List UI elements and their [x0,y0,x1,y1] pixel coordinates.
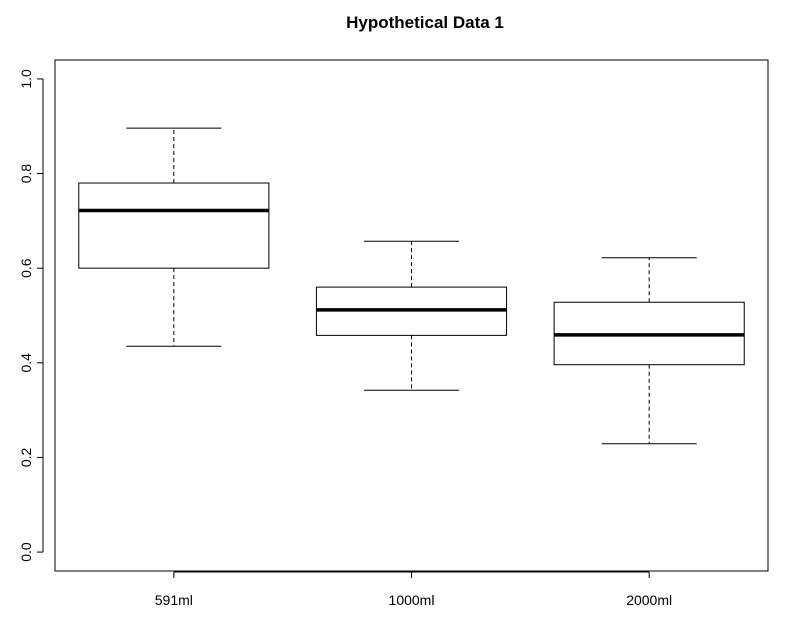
chart-title: Hypothetical Data 1 [346,13,504,32]
box-iqr [78,182,270,269]
plot-frame [54,59,769,572]
x-tick-label: 2000ml [626,592,672,608]
x-tick-label: 1000ml [389,592,435,608]
y-axis: 0.0 0.2 0.4 0.6 0.8 1.0 [18,69,44,562]
box-group [78,127,270,347]
y-tick-label: 1.0 [18,69,34,89]
y-tick-label: 0.8 [18,164,34,184]
box-group [315,240,508,391]
y-tick-label: 0.0 [18,542,34,562]
x-tick-label: 591ml [155,592,193,608]
y-tick-label: 0.6 [18,258,34,278]
y-tick-label: 0.2 [18,448,34,468]
x-axis: 591ml 1000ml 2000ml [155,571,672,608]
boxes-layer [78,127,745,445]
y-tick-label: 0.4 [18,353,34,373]
box-group [553,257,745,445]
